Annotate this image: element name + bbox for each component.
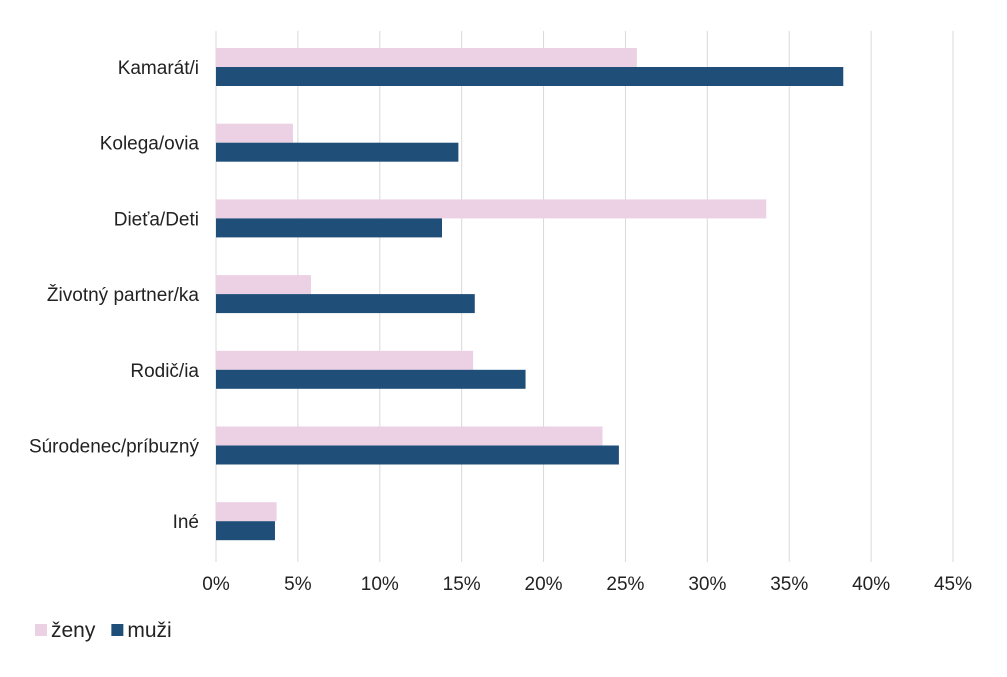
bar-ženy-6 [216,502,277,522]
legend-label: ženy [51,619,96,642]
bar-ženy-2 [216,199,767,219]
category-label: Iné [173,512,199,533]
bar-muži-1 [216,142,459,162]
category-label: Dieťa/Deti [114,209,199,230]
x-axis: 0% 5% 10% 15% 20% 25% 30% 35% 40% 45% [202,574,972,595]
bar-ženy-0 [216,48,637,67]
category-label: Rodič/ia [130,361,199,382]
legend-swatch [111,624,124,636]
bar-muži-4 [216,369,526,389]
legend: ženy muži [35,619,172,642]
x-tick-label: 25% [606,574,644,595]
legend-item-0: ženy [35,619,96,642]
x-tick-label: 5% [284,574,312,595]
x-tick-label: 15% [443,574,481,595]
bar-ženy-4 [216,350,474,370]
bars [216,48,844,541]
x-tick-label: 40% [852,574,890,595]
gridlines [215,31,954,562]
bar-ženy-5 [216,426,603,446]
category-label: Kolega/ovia [100,134,200,155]
legend-swatch [35,624,47,636]
bar-muži-2 [216,218,443,238]
legend-item-1: muži [111,619,172,642]
x-tick-label: 20% [525,574,563,595]
category-label: Súrodenec/príbuzný [29,437,200,458]
x-tick-label: 0% [202,574,230,595]
legend-label: muži [127,619,171,642]
bar-ženy-3 [216,275,311,295]
bar-muži-6 [216,521,275,541]
bar-muži-0 [216,67,844,86]
bar-ženy-1 [216,123,293,143]
bar-muži-5 [216,445,619,465]
x-tick-label: 35% [770,574,808,595]
x-tick-label: 45% [934,574,972,595]
bar-muži-3 [216,294,475,314]
x-tick-label: 30% [688,574,726,595]
category-label: Životný partner/ka [47,284,199,306]
category-label: Kamarát/i [118,58,199,79]
x-tick-label: 10% [361,574,399,595]
y-axis: Kamarát/i Kolega/ovia Dieťa/Deti Životný pa… [29,58,200,533]
